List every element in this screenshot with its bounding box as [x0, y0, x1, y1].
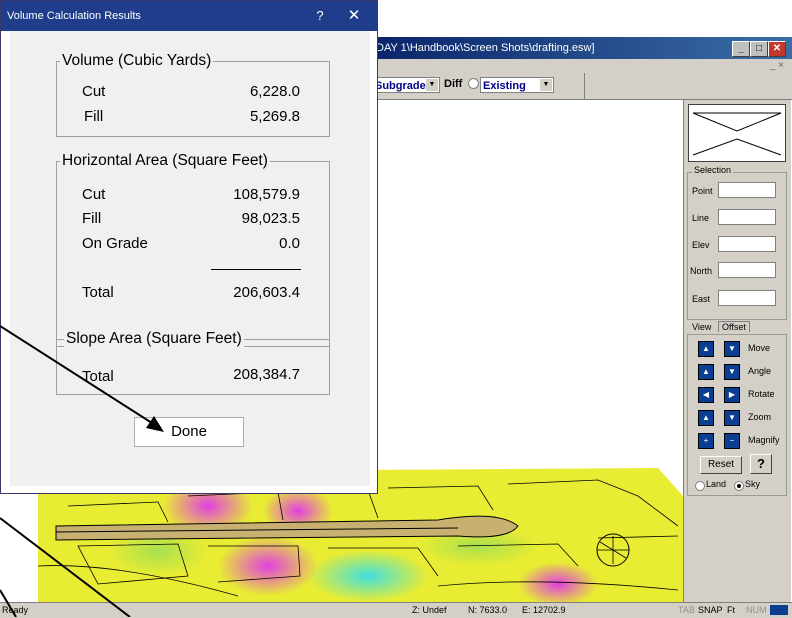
north-field[interactable] — [718, 262, 776, 278]
dialog-help-button[interactable]: ? — [316, 8, 324, 23]
status-east: E: 12702.9 — [522, 605, 566, 615]
reset-button[interactable]: Reset — [700, 456, 742, 474]
field-label-line: Line — [692, 213, 710, 223]
existing-value: Existing — [483, 80, 526, 92]
status-num: NUM — [746, 605, 767, 615]
dialog-body: Volume (Cubic Yards) Cut 6,228.0 Fill 5,… — [10, 31, 370, 486]
arrow-up-icon[interactable]: ▲ — [698, 364, 714, 380]
existing-dropdown[interactable]: Existing ▼ — [480, 77, 554, 93]
view-control-panel: Selection Point Line Elev North East Vie… — [683, 100, 791, 602]
nav-label-rotate: Rotate — [748, 389, 775, 399]
arrow-head-icon — [146, 416, 164, 432]
app-title-bar: DAY 1\Handbook\Screen Shots\drafting.esw… — [370, 37, 792, 59]
horizontal-total-value: 206,603.4 — [233, 284, 300, 301]
tab-offset[interactable]: Offset — [718, 321, 750, 332]
maximize-button[interactable]: □ — [750, 41, 768, 57]
volume-heading: Volume (Cubic Yards) — [60, 52, 214, 70]
chevron-down-icon: ▼ — [540, 79, 552, 91]
help-button[interactable]: ? — [750, 454, 772, 474]
nav-label-move: Move — [748, 343, 771, 353]
magnify-plus-icon[interactable]: + — [698, 433, 714, 449]
field-label-north: North — [690, 266, 713, 276]
total-divider-line — [211, 269, 301, 270]
point-field[interactable] — [718, 182, 776, 198]
arrow-up-icon[interactable]: ▲ — [698, 341, 714, 357]
status-snap: SNAP — [698, 605, 723, 615]
view-preview — [688, 104, 786, 162]
nav-label-zoom: Zoom — [748, 412, 772, 422]
sky-label: Sky — [745, 479, 761, 489]
tab-view[interactable]: View — [692, 322, 712, 332]
horizontal-ongrade-value: 0.0 — [279, 235, 300, 252]
app-toolbar: Subgrade ▼ Diff Existing ▼ — [370, 73, 792, 100]
mdi-controls[interactable]: _ × — [769, 60, 784, 71]
slope-total-value: 208,384.7 — [233, 366, 300, 383]
arrow-down-icon[interactable]: ▼ — [724, 410, 740, 426]
status-indicator — [770, 605, 788, 615]
status-z: Z: Undef — [412, 605, 447, 615]
dialog-close-button[interactable]: ✕ — [347, 7, 361, 24]
status-tab: TAB — [678, 605, 695, 615]
line-field[interactable] — [718, 209, 776, 225]
volume-results-dialog: Volume Calculation Results ? ✕ Volume (C… — [0, 0, 378, 494]
slope-total-label: Total — [82, 368, 114, 385]
horizontal-fill-value: 98,023.5 — [241, 210, 300, 227]
volume-fill-value: 5,269.8 — [249, 108, 300, 125]
field-label-elev: Elev — [692, 240, 710, 250]
land-radio[interactable] — [695, 481, 705, 491]
volume-cut-value: 6,228.0 — [249, 83, 300, 100]
diff-radio[interactable] — [468, 78, 479, 89]
magnify-minus-icon[interactable]: − — [724, 433, 740, 449]
view-tab-panel — [687, 334, 787, 496]
selection-group — [687, 172, 787, 320]
volume-cut-label: Cut — [82, 83, 106, 100]
horizontal-cut-label: Cut — [82, 186, 106, 203]
horizontal-ongrade-label: On Grade — [82, 235, 148, 252]
app-title-text: DAY 1\Handbook\Screen Shots\drafting.esw… — [376, 42, 595, 54]
status-bar: Ready Z: Undef N: 7633.0 E: 12702.9 TAB … — [0, 602, 792, 618]
arrow-down-icon[interactable]: ▼ — [724, 341, 740, 357]
volume-fill-label: Fill — [84, 108, 104, 125]
slope-heading: Slope Area (Square Feet) — [64, 330, 244, 348]
horizontal-cut-value: 108,579.9 — [233, 186, 300, 203]
east-field[interactable] — [718, 290, 776, 306]
minimize-button[interactable]: _ — [732, 41, 750, 57]
selection-label: Selection — [692, 165, 734, 175]
arrow-up-icon[interactable]: ▲ — [698, 410, 714, 426]
field-label-point: Point — [692, 186, 713, 196]
subgrade-value: Subgrade — [375, 80, 426, 92]
horizontal-fill-label: Fill — [82, 210, 102, 227]
dialog-title-bar: Volume Calculation Results — [1, 1, 377, 31]
app-menu-bar: _ × — [370, 59, 792, 73]
status-ready: Ready — [2, 605, 29, 615]
chevron-down-icon: ▼ — [426, 79, 438, 91]
elev-field[interactable] — [718, 236, 776, 252]
arrow-left-icon[interactable]: ◀ — [698, 387, 714, 403]
nav-label-magnify: Magnify — [748, 435, 780, 445]
nav-label-angle: Angle — [748, 366, 772, 376]
app-close-button[interactable]: ✕ — [768, 41, 786, 57]
horizontal-heading: Horizontal Area (Square Feet) — [60, 152, 270, 170]
diff-label: Diff — [444, 78, 463, 90]
land-label: Land — [706, 479, 727, 489]
dialog-title: Volume Calculation Results — [7, 10, 141, 22]
status-ft: Ft — [727, 605, 735, 615]
horizontal-total-label: Total — [82, 284, 114, 301]
arrow-down-icon[interactable]: ▼ — [724, 364, 740, 380]
field-label-east: East — [692, 294, 711, 304]
status-north: N: 7633.0 — [468, 605, 508, 615]
toolbar-divider — [584, 73, 585, 99]
arrow-right-icon[interactable]: ▶ — [724, 387, 740, 403]
sky-radio[interactable] — [734, 481, 744, 491]
